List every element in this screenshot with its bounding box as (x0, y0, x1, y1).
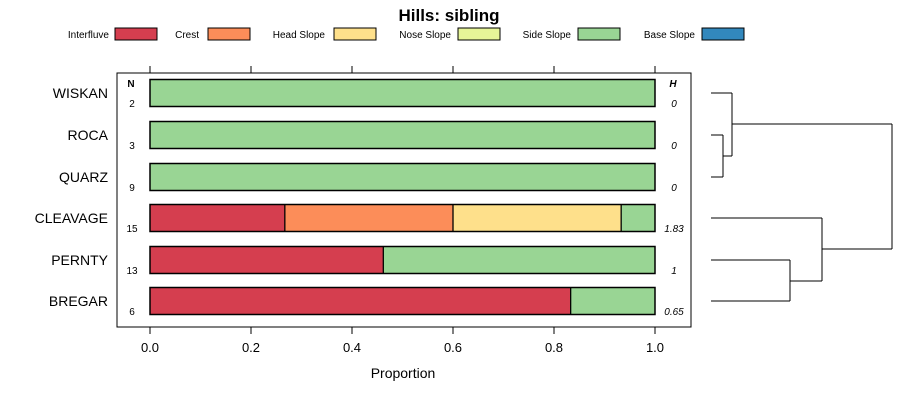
legend-swatch-nose-slope (457, 27, 501, 41)
n-value-roca: 3 (129, 141, 135, 152)
legend: Interfluve Crest Head Slope Nose Slope Side … (68, 27, 745, 41)
bar-segment-cleavage-crest (284, 204, 453, 232)
legend-label-interfluve: Interfluve (68, 30, 110, 41)
x-tick-label: 1.0 (646, 340, 664, 355)
bars-group (149, 78, 656, 316)
legend-swatch-interfluve (114, 27, 158, 41)
bar-segment-cleavage-head-slope (453, 204, 622, 232)
legend-label-base-slope: Base Slope (644, 30, 696, 41)
plot-frame (116, 72, 692, 328)
legend-label-side-slope: Side Slope (523, 30, 572, 41)
category-label-pernty: PERNTY (51, 252, 108, 268)
legend-label-head-slope: Head Slope (273, 30, 326, 41)
x-tick-label: 0.6 (444, 340, 462, 355)
h-column-header: H (669, 79, 677, 90)
legend-swatch-crest (207, 27, 251, 41)
bar-segment-pernty-side-slope (383, 246, 655, 274)
x-axis: 0.0 0.2 0.4 0.6 0.8 1.0 (141, 66, 664, 355)
bar-outline-roca (149, 120, 656, 150)
bar-outline-bregar (149, 286, 656, 316)
h-value-quarz: 0 (671, 183, 677, 194)
category-label-wiskan: WISKAN (53, 85, 108, 101)
bar-segment-roca-side-slope (150, 121, 655, 149)
h-value-pernty: 1 (671, 266, 677, 277)
bar-segment-bregar-side-slope (570, 287, 655, 315)
n-value-wiskan: 2 (129, 99, 135, 110)
bar-outline-wiskan (149, 78, 656, 108)
bar-segment-cleavage-side-slope (621, 204, 655, 232)
n-column-header: N (127, 79, 134, 90)
legend-swatch-base-slope (701, 27, 745, 41)
n-value-cleavage: 15 (126, 224, 138, 235)
bar-outline-cleavage (149, 203, 656, 233)
dendrogram (711, 92, 893, 302)
x-tick-label: 0.8 (545, 340, 563, 355)
x-axis-label: Proportion (371, 365, 436, 381)
n-value-quarz: 9 (129, 183, 135, 194)
category-label-roca: ROCA (68, 127, 109, 143)
legend-label-crest: Crest (175, 30, 199, 41)
legend-label-nose-slope: Nose Slope (399, 30, 451, 41)
h-value-cleavage: 1.83 (664, 224, 684, 235)
bar-segment-pernty-interfluve (150, 246, 384, 274)
bar-segment-wiskan-side-slope (150, 79, 655, 107)
category-label-quarz: QUARZ (59, 169, 108, 185)
h-value-wiskan: 0 (671, 99, 677, 110)
x-tick-label: 0.2 (242, 340, 260, 355)
bar-segment-bregar-interfluve (150, 287, 571, 315)
bar-outline-quarz (149, 162, 656, 192)
x-tick-label: 0.4 (343, 340, 361, 355)
x-tick-label: 0.0 (141, 340, 159, 355)
legend-swatch-side-slope (577, 27, 621, 41)
n-value-bregar: 6 (129, 307, 135, 318)
n-value-pernty: 13 (126, 266, 138, 277)
row-labels: WISKAN 2 0 ROCA 3 0 QUARZ 9 0 CLEAVAGE 15 1.83 PERNT… (35, 85, 685, 318)
h-value-roca: 0 (671, 141, 677, 152)
bar-segment-cleavage-interfluve (150, 204, 285, 232)
category-label-cleavage: CLEAVAGE (35, 210, 108, 226)
bar-outline-pernty (149, 245, 656, 275)
legend-swatch-head-slope (333, 27, 377, 41)
chart-title: Hills: sibling (398, 6, 499, 25)
category-label-bregar: BREGAR (49, 293, 108, 309)
h-value-bregar: 0.65 (664, 307, 684, 318)
bar-segment-quarz-side-slope (150, 163, 655, 191)
